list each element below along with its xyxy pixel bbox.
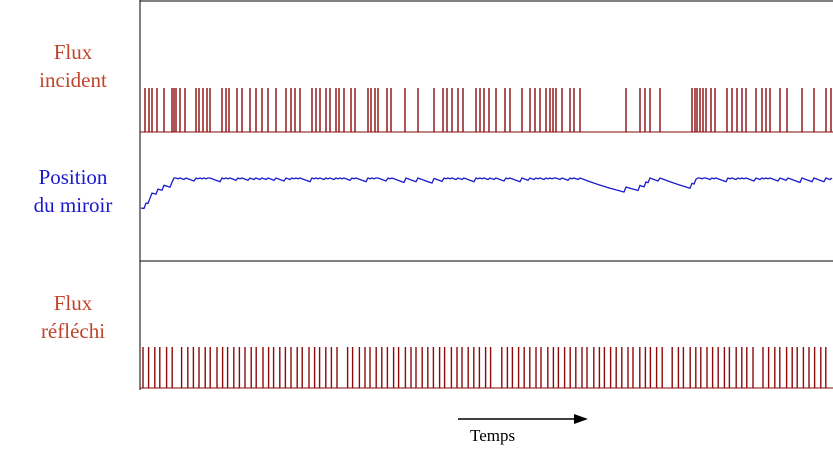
incident-flux-label-line1: Flux xyxy=(53,40,93,64)
reflected-flux-label-line2: réfléchi xyxy=(40,319,106,343)
mirror-position-label-line1: Position xyxy=(38,165,108,189)
incident-flux-label: Flux incident xyxy=(8,38,138,94)
mirror-position-trace xyxy=(140,177,833,210)
reflected-flux-label-line1: Flux xyxy=(53,291,93,315)
incident-flux-pulses xyxy=(144,88,832,132)
time-arrow-head xyxy=(574,414,588,424)
mirror-position-label-line2: du miroir xyxy=(33,193,113,217)
incident-flux-label-line2: incident xyxy=(39,68,107,92)
time-axis-label: Temps xyxy=(470,426,516,445)
mirror-position-label: Position du miroir xyxy=(8,163,138,219)
reflected-flux-pulses xyxy=(142,347,827,388)
reflected-flux-label: Flux réfléchi xyxy=(8,289,138,345)
